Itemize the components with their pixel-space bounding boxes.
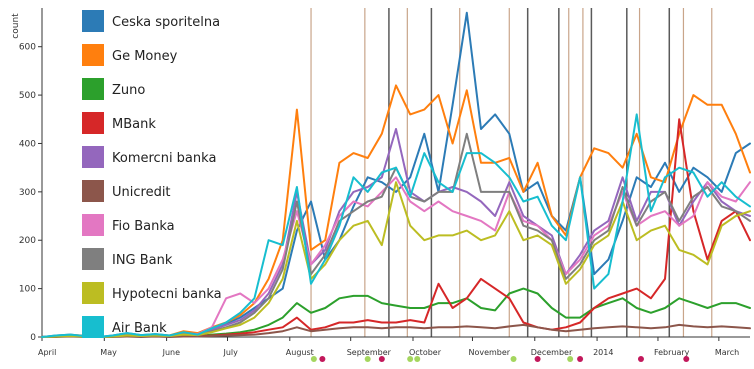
event-marker-4	[407, 356, 414, 362]
x-tick-label-6: October	[409, 348, 442, 357]
legend-item-8[interactable]: Hypotecni banka	[82, 282, 222, 304]
legend-label-1: Ge Money	[112, 49, 178, 64]
y-tick-label-500: 500	[19, 91, 36, 101]
event-marker-1	[319, 356, 326, 362]
legend-label-3: MBank	[112, 117, 156, 132]
y-axis: count 0 100 200 300 400 500 600	[11, 8, 43, 343]
y-tick-label-0: 0	[30, 333, 36, 343]
x-tick-label-1: May	[100, 348, 117, 357]
event-marker-11	[683, 356, 690, 362]
y-tick-label-400: 400	[19, 139, 36, 149]
legend-label-5: Unicredit	[112, 185, 171, 200]
legend-label-7: ING Bank	[112, 253, 173, 268]
event-marker-2	[364, 356, 371, 362]
legend-item-0[interactable]: Ceska sporitelna	[82, 10, 220, 32]
legend-swatch-0	[82, 10, 104, 32]
event-marker-3	[378, 356, 385, 362]
legend-item-7[interactable]: ING Bank	[82, 248, 173, 270]
legend-item-4[interactable]: Komercni banka	[82, 146, 216, 168]
y-tick-label-200: 200	[19, 236, 36, 246]
legend-swatch-4	[82, 146, 104, 168]
y-tick-label-600: 600	[19, 43, 36, 53]
legend-swatch-2	[82, 78, 104, 100]
event-marker-10	[637, 356, 644, 362]
y-axis-label: count	[11, 13, 21, 39]
legend-item-2[interactable]: Zuno	[82, 78, 145, 100]
x-tick-label-10: February	[654, 348, 690, 357]
event-markers	[310, 356, 690, 362]
x-tick-label-3: July	[222, 348, 238, 357]
event-marker-5	[414, 356, 421, 362]
legend-label-9: Air Bank	[112, 321, 167, 336]
event-marker-9	[577, 356, 584, 362]
legend-label-6: Fio Banka	[112, 219, 175, 234]
legend-swatch-3	[82, 112, 104, 134]
y-tick-label-300: 300	[19, 188, 36, 198]
event-marker-0	[310, 356, 317, 362]
event-marker-8	[567, 356, 574, 362]
legend-swatch-7	[82, 248, 104, 270]
legend-label-0: Ceska sporitelna	[112, 15, 220, 30]
legend-item-9[interactable]: Air Bank	[82, 316, 167, 338]
legend-item-3[interactable]: MBank	[82, 112, 156, 134]
series-line-8	[41, 181, 751, 338]
y-tick-label-100: 100	[19, 285, 36, 295]
x-tick-label-11: March	[715, 348, 739, 357]
legend-item-6[interactable]: Fio Banka	[82, 214, 175, 236]
legend-label-4: Komercni banka	[112, 151, 216, 166]
series-line-9	[41, 113, 751, 338]
x-tick-label-8: December	[531, 348, 573, 357]
x-tick-label-7: November	[468, 348, 510, 357]
series-lines	[41, 11, 751, 338]
legend-item-1[interactable]: Ge Money	[82, 44, 178, 66]
legend-swatch-6	[82, 214, 104, 236]
x-tick-label-4: August	[286, 348, 314, 357]
legend-swatch-8	[82, 282, 104, 304]
x-tick-label-0: April	[38, 348, 56, 357]
x-axis: April May June July August September October No…	[38, 336, 750, 357]
x-tick-label-9: 2014	[593, 348, 613, 357]
legend-label-2: Zuno	[112, 83, 145, 98]
legend-label-8: Hypotecni banka	[112, 287, 222, 302]
event-marker-6	[510, 356, 517, 362]
event-lines	[310, 8, 713, 337]
event-marker-7	[534, 356, 541, 362]
x-tick-label-5: September	[347, 348, 392, 357]
legend-swatch-5	[82, 180, 104, 202]
legend-swatch-9	[82, 316, 104, 338]
legend: Ceska sporitelna Ge Money Zuno MBank Komercn…	[82, 10, 222, 338]
legend-swatch-1	[82, 44, 104, 66]
x-tick-label-2: June	[162, 348, 181, 357]
legend-item-5[interactable]: Unicredit	[82, 180, 171, 202]
